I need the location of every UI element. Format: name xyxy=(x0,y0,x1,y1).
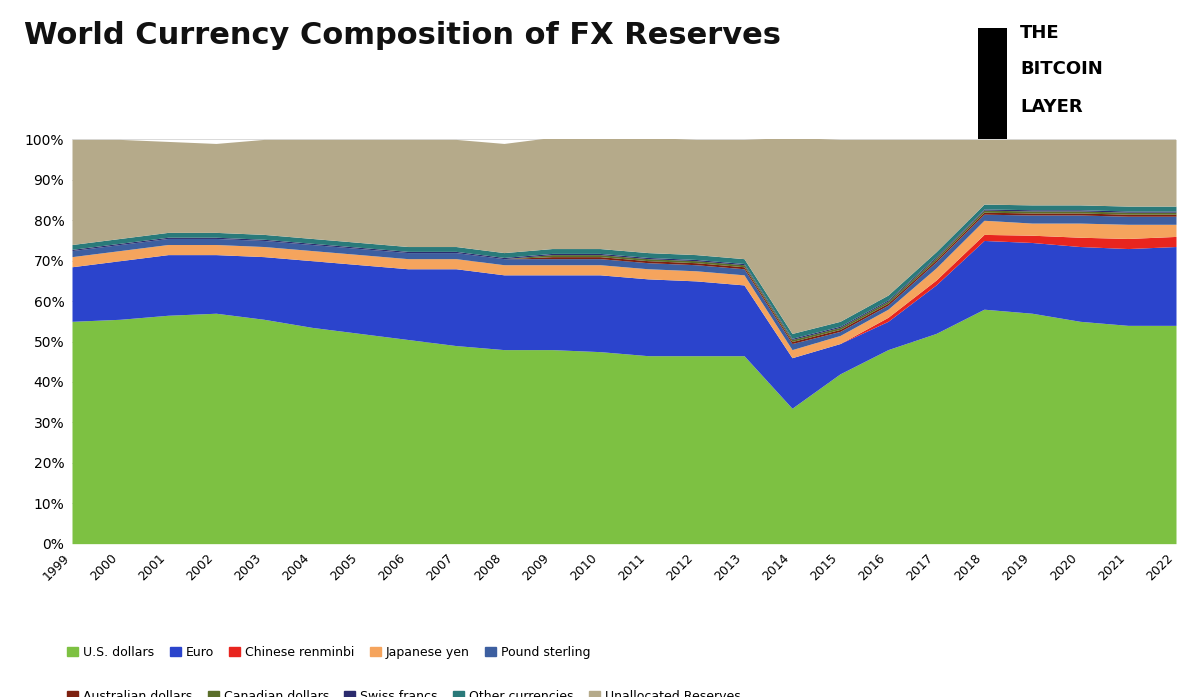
Text: BITCOIN: BITCOIN xyxy=(1020,60,1103,78)
Text: THE: THE xyxy=(1020,24,1060,42)
Bar xyxy=(978,28,1007,139)
Text: World Currency Composition of FX Reserves: World Currency Composition of FX Reserve… xyxy=(24,21,781,50)
Text: LAYER: LAYER xyxy=(1020,98,1082,116)
Legend: Australian dollars, Canadian dollars, Swiss francs, Other currencies, Unallocate: Australian dollars, Canadian dollars, Sw… xyxy=(67,690,740,697)
